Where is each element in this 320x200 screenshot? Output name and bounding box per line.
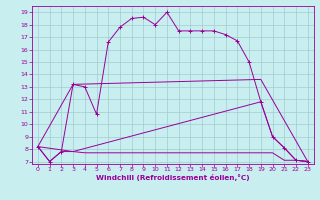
- X-axis label: Windchill (Refroidissement éolien,°C): Windchill (Refroidissement éolien,°C): [96, 174, 250, 181]
